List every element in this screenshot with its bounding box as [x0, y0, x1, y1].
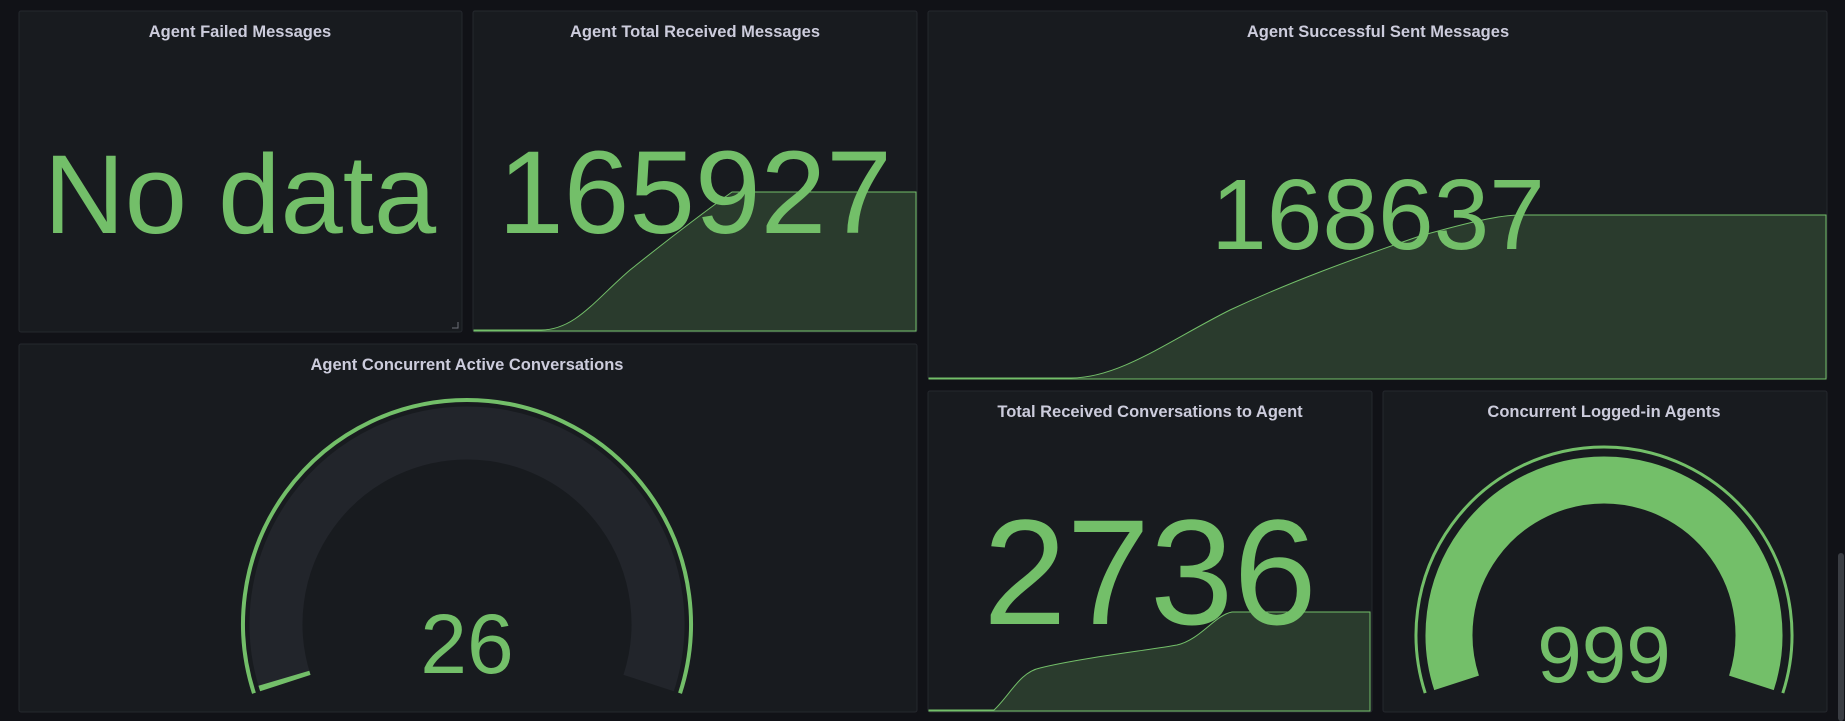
sparkline — [473, 191, 917, 332]
stat-value: 2736 — [983, 488, 1317, 656]
sparkline — [928, 214, 1827, 380]
panel — [472, 10, 918, 333]
gauge-arc — [258, 670, 311, 692]
panel-title: Concurrent Logged-in Agents — [1487, 403, 1720, 421]
gauge-value: 999 — [1537, 610, 1670, 699]
gauge-arc — [1425, 456, 1783, 691]
stat-value: 165927 — [498, 127, 892, 259]
scrollbar[interactable] — [1838, 553, 1844, 721]
panel — [18, 10, 463, 333]
resize-handle[interactable] — [452, 322, 459, 329]
gauge-value: 26 — [420, 597, 513, 691]
gauge-arc — [1414, 445, 1794, 694]
gauge-arc — [249, 406, 685, 692]
panel-title: Agent Successful Sent Messages — [1247, 23, 1509, 41]
panel-title: Agent Failed Messages — [149, 23, 331, 41]
panel-title: Agent Concurrent Active Conversations — [311, 356, 624, 374]
gauge-arc — [241, 398, 693, 694]
panel — [927, 390, 1373, 713]
stat-value: No data — [44, 132, 437, 257]
panel — [1382, 390, 1828, 713]
gauge — [241, 398, 693, 694]
gauge — [1414, 445, 1794, 694]
stat-value: 168637 — [1211, 159, 1545, 271]
panel-title: Total Received Conversations to Agent — [997, 403, 1303, 421]
sparkline — [928, 611, 1371, 712]
panel-title: Agent Total Received Messages — [570, 23, 820, 41]
